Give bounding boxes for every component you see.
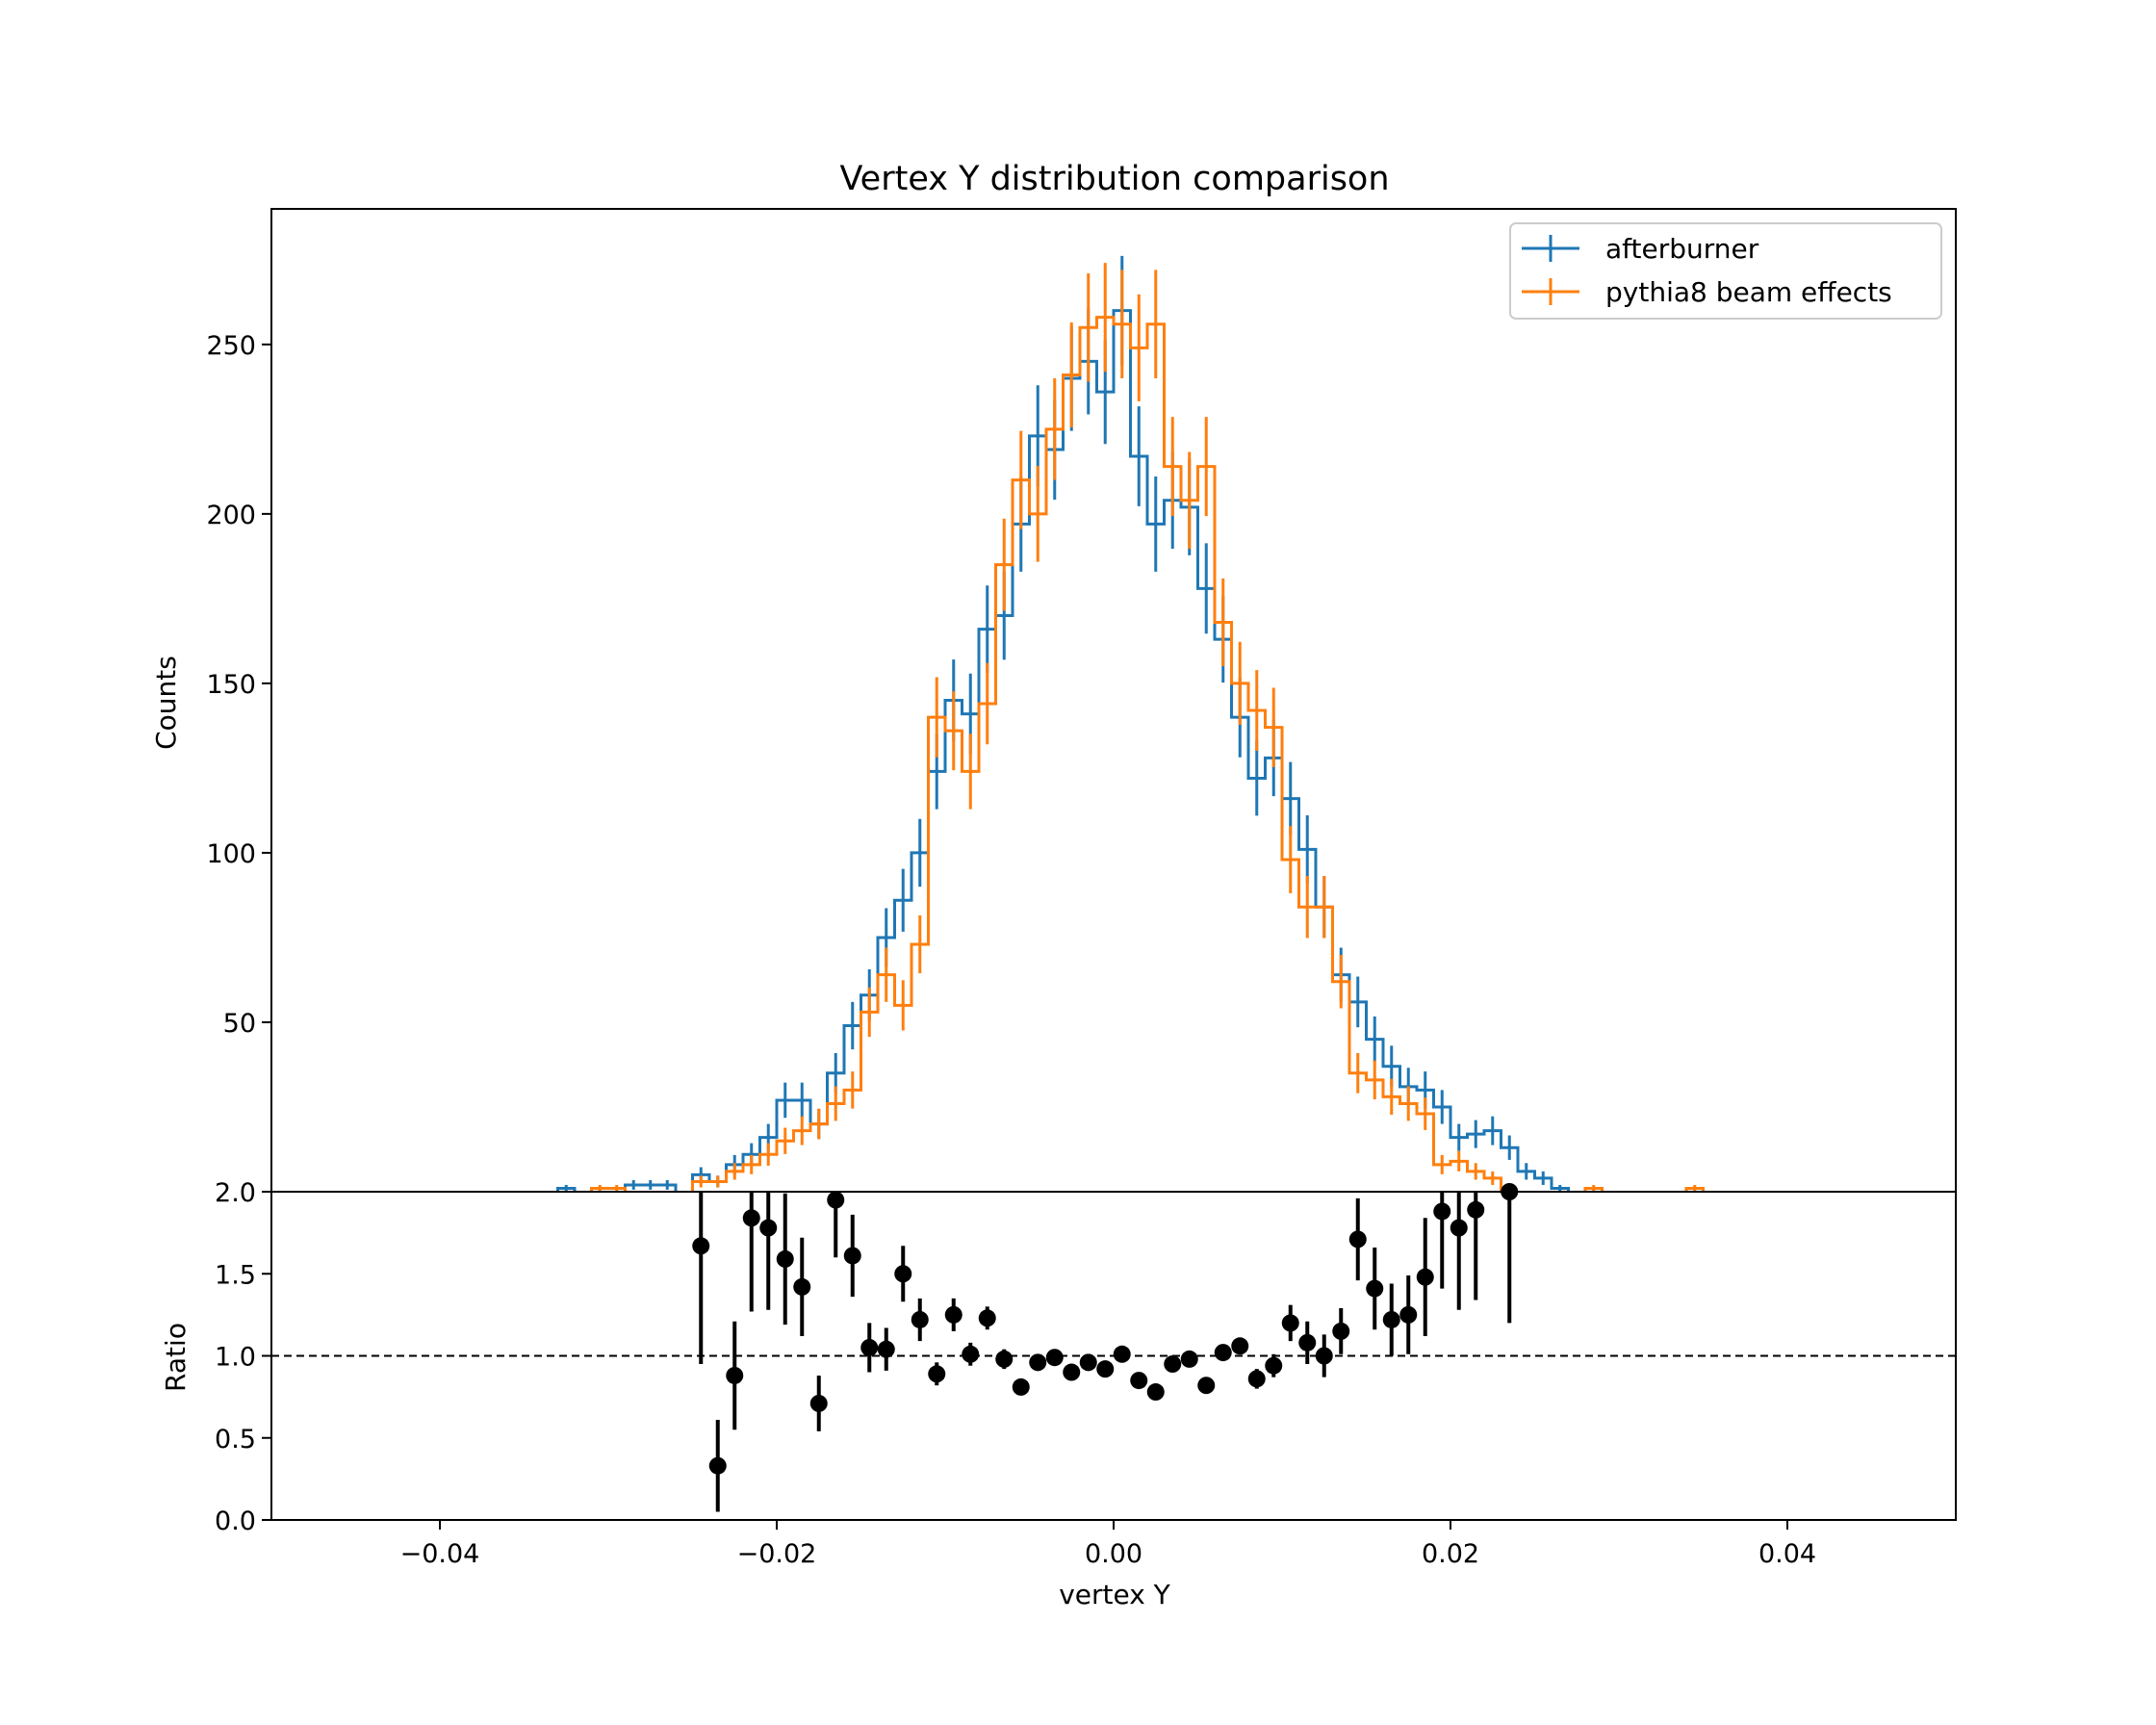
x-tick-label: 0.02 [1422,1539,1479,1569]
ratio-point [1416,1268,1434,1286]
legend-box [1509,222,1942,320]
legend-entry-afterburner: afterburner [1522,233,1759,265]
counts-panel: 50 100 150 200 250 Counts afterburner pythia… [150,208,1957,1194]
ratio-point [1079,1353,1097,1372]
ratio-point [793,1277,811,1296]
ratio-point [1146,1383,1165,1402]
ratio-point [995,1350,1014,1368]
counts-y-tick-label: 100 [206,839,256,869]
counts-y-tick-label: 150 [206,670,256,700]
ratio-point [1130,1372,1148,1390]
ratio-point [843,1247,861,1265]
ratio-point [1029,1353,1047,1372]
legend: afterburner pythia8 beam effects [1509,222,1942,320]
ratio-point [1197,1377,1216,1395]
ratio-point [860,1338,879,1356]
ratio-point [742,1209,760,1227]
ratio-point [1467,1200,1485,1219]
ratio-point [1450,1219,1468,1237]
ratio-point [894,1265,912,1283]
ratio-point [1433,1202,1451,1221]
ratio-y-axis: 0.0 0.5 1.0 1.5 2.0 [215,1178,271,1536]
ratio-point [692,1237,710,1255]
ratio-point [708,1456,727,1475]
ratio-point [1247,1370,1266,1388]
ratio-point [1012,1377,1030,1396]
x-tick-label: −0.04 [400,1539,480,1569]
ratio-point [726,1366,744,1384]
ratio-point [962,1345,980,1363]
ratio-axis-label: Ratio [160,1323,192,1392]
histogram-series [556,255,1705,1194]
x-axis-label: vertex Y [1059,1579,1170,1610]
ratio-point [1315,1347,1333,1365]
x-tick-label: 0.00 [1085,1539,1142,1569]
ratio-point [827,1191,845,1209]
ratio-point [877,1340,895,1358]
x-tick-label: −0.02 [737,1539,817,1569]
ratio-x-axis: −0.04 −0.02 0.00 0.02 0.04 [400,1520,1816,1569]
ratio-point [1348,1230,1367,1249]
counts-axis-label: Counts [150,656,182,750]
ratio-y-tick-label: 0.5 [215,1425,256,1455]
ratio-point [1045,1349,1064,1367]
ratio-point [1231,1337,1249,1355]
series-pythia8 [590,263,1705,1194]
ratio-points [692,1183,1519,1512]
x-tick-label: 0.04 [1758,1539,1816,1569]
ratio-point [911,1310,929,1328]
legend-label-pythia8: pythia8 beam effects [1605,276,1892,308]
chart-title: Vertex Y distribution comparison [839,160,1389,198]
ratio-point [759,1219,778,1237]
ratio-point [1265,1356,1283,1375]
ratio-point [1332,1322,1350,1340]
ratio-point [928,1365,946,1383]
ratio-point [978,1309,996,1327]
ratio-point [944,1305,962,1324]
ratio-y-tick-label: 1.0 [215,1343,256,1373]
counts-y-axis: 50 100 150 200 250 [206,331,271,1039]
legend-entry-pythia8: pythia8 beam effects [1522,276,1892,308]
ratio-panel: 0.0 0.5 1.0 1.5 2.0 −0.04 −0.02 0.00 0.02 0.04 R… [160,1178,1957,1610]
ratio-y-tick-label: 2.0 [215,1178,256,1208]
ratio-point [1096,1360,1115,1378]
ratio-point [1382,1310,1400,1328]
counts-y-tick-label: 50 [223,1009,256,1039]
legend-label-afterburner: afterburner [1605,233,1759,265]
ratio-point [776,1249,794,1268]
ratio-point [809,1394,828,1412]
ratio-point [1063,1363,1081,1381]
ratio-point [1281,1314,1299,1332]
counts-y-tick-label: 250 [206,331,256,361]
histogram-step-pythia8 [590,316,1705,1194]
ratio-y-tick-label: 0.0 [215,1506,256,1536]
ratio-point [1298,1333,1317,1352]
ratio-point [1399,1305,1418,1324]
ratio-point [1214,1344,1232,1362]
ratio-y-tick-label: 1.5 [215,1260,256,1290]
counts-y-tick-label: 200 [206,501,256,530]
ratio-point [1366,1279,1384,1298]
ratio-panel-frame [270,1191,1957,1521]
ratio-point [1164,1355,1182,1374]
ratio-point [1113,1345,1131,1363]
ratio-point [1180,1350,1198,1368]
